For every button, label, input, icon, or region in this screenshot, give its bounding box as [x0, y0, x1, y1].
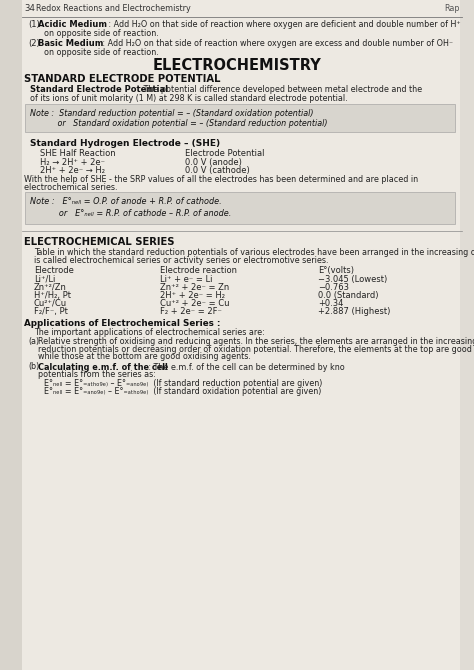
FancyBboxPatch shape [25, 104, 455, 132]
Text: Electrode reaction: Electrode reaction [160, 266, 237, 275]
Text: on opposite side of reaction.: on opposite side of reaction. [44, 48, 159, 57]
Text: : The e.m.f. of the cell can be determined by kno: : The e.m.f. of the cell can be determin… [146, 362, 345, 371]
Text: E°ₙₑₗₗ = E°₌ₐₙₒ₉ₑ₎ – E°₌ₐₜₕₒ₉ₑ₎  (If standard oxidation potential are given): E°ₙₑₗₗ = E°₌ₐₙₒ₉ₑ₎ – E°₌ₐₜₕₒ₉ₑ₎ (If stan… [44, 387, 321, 396]
Text: Relative strength of oxidising and reducing agents. In the series, the elements : Relative strength of oxidising and reduc… [38, 337, 474, 346]
Bar [0, 0, 22, 670]
Text: Electrode: Electrode [34, 266, 74, 275]
Text: +0.34: +0.34 [318, 299, 343, 308]
Text: With the help of SHE - the SRP values of all the electrodes has been determined : With the help of SHE - the SRP values of… [24, 175, 418, 184]
Text: F₂/F⁻, Pt: F₂/F⁻, Pt [34, 307, 68, 316]
Text: (2): (2) [28, 39, 40, 48]
Text: (1): (1) [28, 20, 40, 29]
Text: 2H⁺ + 2e⁻ → H₂: 2H⁺ + 2e⁻ → H₂ [40, 166, 105, 175]
Text: on opposite side of reaction.: on opposite side of reaction. [44, 29, 159, 38]
Text: Standard Electrode Potential: Standard Electrode Potential [30, 85, 168, 94]
Text: 0.0 V (cathode): 0.0 V (cathode) [185, 166, 250, 175]
Text: H⁺/H₂, Pt: H⁺/H₂, Pt [34, 291, 71, 300]
Text: −3.045 (Lowest): −3.045 (Lowest) [318, 275, 387, 284]
Text: Redox Reactions and Electrochemistry: Redox Reactions and Electrochemistry [36, 4, 191, 13]
Text: Applications of Electrochemical Series :: Applications of Electrochemical Series : [24, 319, 220, 328]
Text: Cu⁺² + 2e⁻ = Cu: Cu⁺² + 2e⁻ = Cu [160, 299, 229, 308]
Text: Standard Hydrogen Electrode – (SHE): Standard Hydrogen Electrode – (SHE) [30, 139, 220, 148]
Text: 0.0 V (anode): 0.0 V (anode) [185, 158, 242, 167]
Text: Table in which the standard reduction potentials of various electrodes have been: Table in which the standard reduction po… [34, 248, 474, 257]
Text: 34: 34 [24, 4, 35, 13]
Bar [460, 0, 474, 670]
Text: Li⁺/Li: Li⁺/Li [34, 275, 55, 284]
Text: +2.887 (Highest): +2.887 (Highest) [318, 307, 391, 316]
Text: Note :   E°ₙₑₗₗ = O.P. of anode + R.P. of cathode.: Note : E°ₙₑₗₗ = O.P. of anode + R.P. of … [30, 197, 222, 206]
Text: 2H⁺ + 2e⁻ = H₂: 2H⁺ + 2e⁻ = H₂ [160, 291, 225, 300]
Text: Rap: Rap [444, 4, 459, 13]
Text: is called electrochemical series or activity series or electromotive series.: is called electrochemical series or acti… [34, 256, 328, 265]
Text: Calculating e.m.f. of the cell: Calculating e.m.f. of the cell [38, 362, 168, 371]
Text: E°ₙₑₗₗ = E°₌ₐₜₕₒ₉ₑ₎ – E°₌ₐₙₒ₉ₑ₎  (If standard reduction potential are given): E°ₙₑₗₗ = E°₌ₐₜₕₒ₉ₑ₎ – E°₌ₐₙₒ₉ₑ₎ (If stan… [44, 379, 322, 388]
Text: of its ions of unit molarity (1 M) at 298 K is called standard electrode potenti: of its ions of unit molarity (1 M) at 29… [30, 94, 347, 103]
Text: Electrode Potential: Electrode Potential [185, 149, 264, 158]
Text: (b): (b) [28, 362, 39, 371]
Text: reduction potentials or decreasing order of oxidation potential. Therefore, the : reduction potentials or decreasing order… [38, 344, 474, 354]
Text: potentials from the series as:: potentials from the series as: [38, 370, 156, 379]
Text: Acidic Medium: Acidic Medium [38, 20, 107, 29]
Text: Cu²⁺/Cu: Cu²⁺/Cu [34, 299, 67, 308]
Text: Note :  Standard reduction potential = – (Standard oxidation potential): Note : Standard reduction potential = – … [30, 109, 313, 118]
Text: : Add H₂O on that side of reaction where oxygen are excess and double number of : : Add H₂O on that side of reaction where… [100, 39, 453, 48]
Text: : The potential difference developed between metal electrode and the: : The potential difference developed bet… [137, 85, 425, 94]
Text: E°(volts): E°(volts) [318, 266, 354, 275]
Text: Zn⁺²/Zn: Zn⁺²/Zn [34, 283, 67, 292]
Text: (a): (a) [28, 337, 39, 346]
Text: Zn⁺² + 2e⁻ = Zn: Zn⁺² + 2e⁻ = Zn [160, 283, 229, 292]
Text: F₂ + 2e⁻ = 2F⁻: F₂ + 2e⁻ = 2F⁻ [160, 307, 222, 316]
Text: STANDARD ELECTRODE POTENTIAL: STANDARD ELECTRODE POTENTIAL [24, 74, 220, 84]
Text: Basic Medium: Basic Medium [38, 39, 103, 48]
Text: 0.0 (Standard): 0.0 (Standard) [318, 291, 379, 300]
Text: ELECTROCHEMICAL SERIES: ELECTROCHEMICAL SERIES [24, 237, 174, 247]
FancyBboxPatch shape [25, 192, 455, 224]
Text: or   E°ₙₑₗₗ = R.P. of cathode – R.P. of anode.: or E°ₙₑₗₗ = R.P. of cathode – R.P. of an… [30, 209, 231, 218]
Text: while those at the bottom are good oxidising agents.: while those at the bottom are good oxidi… [38, 352, 251, 361]
Text: Li⁺ + e⁻ = Li: Li⁺ + e⁻ = Li [160, 275, 212, 284]
Text: The important applications of electrochemical series are:: The important applications of electroche… [34, 328, 265, 337]
Text: ELECTROCHEMISTRY: ELECTROCHEMISTRY [153, 58, 321, 73]
Text: or   Standard oxidation potential = – (Standard reduction potential): or Standard oxidation potential = – (Sta… [30, 119, 328, 128]
Text: electrochemical series.: electrochemical series. [24, 183, 118, 192]
Text: : Add H₂O on that side of reaction where oxygen are deficient and double number : : Add H₂O on that side of reaction where… [106, 20, 461, 29]
Text: SHE Half Reaction: SHE Half Reaction [40, 149, 116, 158]
Text: −0.763: −0.763 [318, 283, 349, 292]
Text: H₂ → 2H⁺ + 2e⁻: H₂ → 2H⁺ + 2e⁻ [40, 158, 105, 167]
